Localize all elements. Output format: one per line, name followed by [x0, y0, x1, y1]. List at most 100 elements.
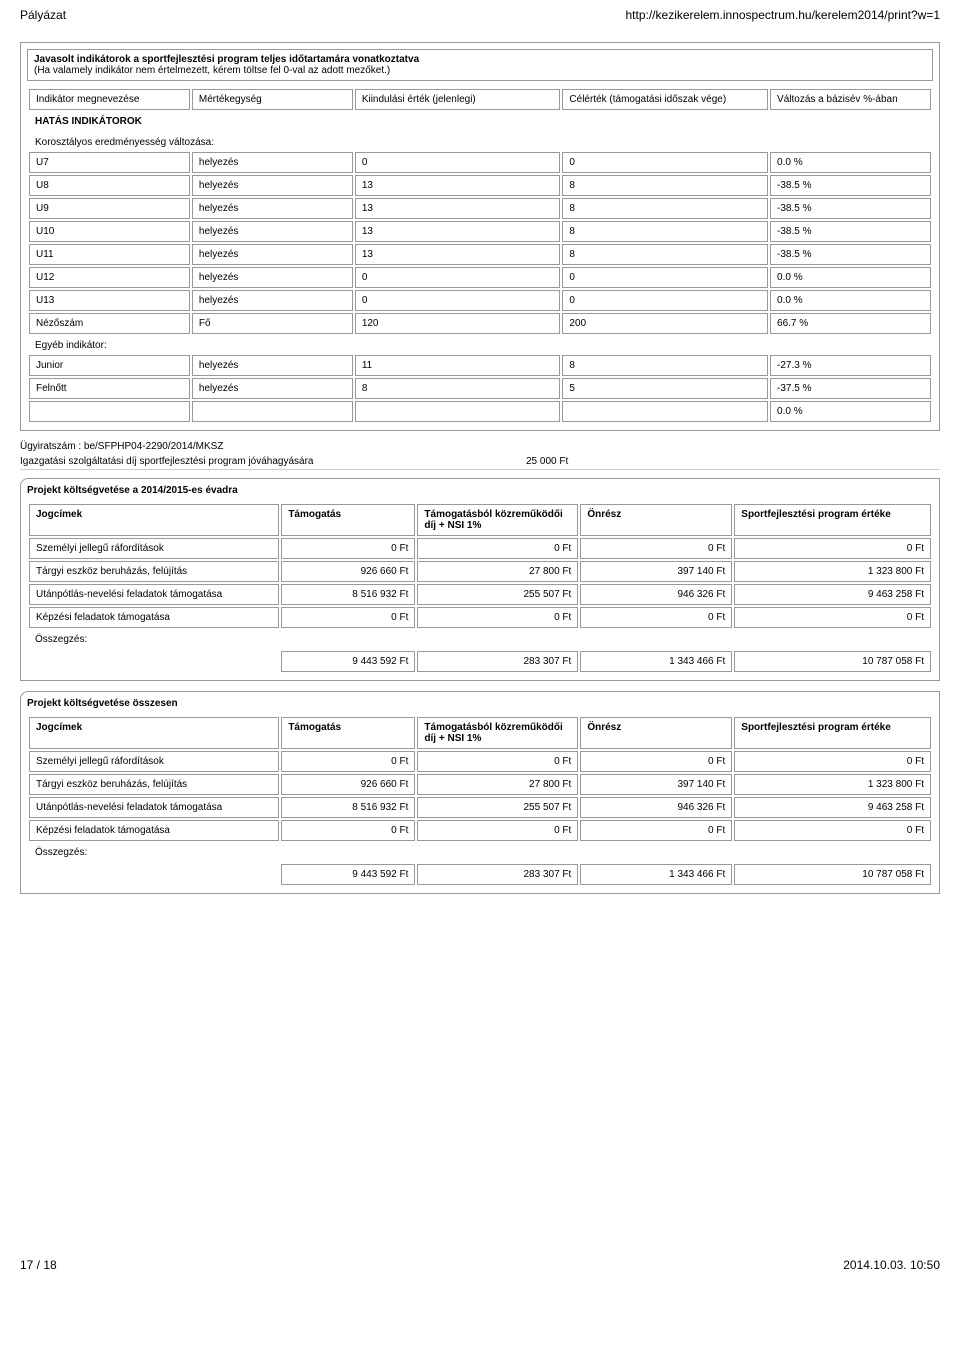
- footer-left: 17 / 18: [20, 1258, 57, 1272]
- ind-pct: -38.5 %: [770, 175, 931, 196]
- sum-a: 9 443 592 Ft: [281, 651, 415, 672]
- indicator-row: U9helyezés138-38.5 %: [29, 198, 931, 219]
- bcol-c: Önrész: [580, 717, 732, 749]
- budget-c: 397 140 Ft: [580, 774, 732, 795]
- footer-right: 2014.10.03. 10:50: [843, 1258, 940, 1272]
- budget-c: 0 Ft: [580, 538, 732, 559]
- budget-row: Képzési feladatok támogatása0 Ft0 Ft0 Ft…: [29, 607, 931, 628]
- budget-label: Képzési feladatok támogatása: [29, 607, 279, 628]
- budget-c: 0 Ft: [580, 751, 732, 772]
- indicator-row: Juniorhelyezés118-27.3 %: [29, 355, 931, 376]
- ind-unit: helyezés: [192, 175, 353, 196]
- ind-unit: helyezés: [192, 267, 353, 288]
- budget-d: 1 323 800 Ft: [734, 561, 931, 582]
- ind-start: 13: [355, 221, 561, 242]
- budget-b: 0 Ft: [417, 538, 578, 559]
- ind-unit: helyezés: [192, 290, 353, 311]
- budget-row: Utánpótlás-nevelési feladatok támogatása…: [29, 797, 931, 818]
- ind-start: 0: [355, 152, 561, 173]
- ind-unit: [192, 401, 353, 422]
- budget-b: 27 800 Ft: [417, 774, 578, 795]
- ind-start: 0: [355, 290, 561, 311]
- budget-d: 0 Ft: [734, 607, 931, 628]
- budget-d: 1 323 800 Ft: [734, 774, 931, 795]
- budget-label: Személyi jellegű ráfordítások: [29, 538, 279, 559]
- ind-pct: 0.0 %: [770, 267, 931, 288]
- indicator-row: U13helyezés000.0 %: [29, 290, 931, 311]
- ugyiratszam: Ügyiratszám : be/SFPHP04-2290/2014/MKSZ: [20, 441, 940, 452]
- ind-target: 8: [562, 244, 768, 265]
- budget-b: 255 507 Ft: [417, 584, 578, 605]
- ind-target: 8: [562, 175, 768, 196]
- bcol-a: Támogatás: [281, 717, 415, 749]
- ind-name: [29, 401, 190, 422]
- ind-target: 5: [562, 378, 768, 399]
- ind-target: 0: [562, 152, 768, 173]
- ind-name: U10: [29, 221, 190, 242]
- budget-year-title: Projekt költségvetése a 2014/2015-es éva…: [27, 485, 933, 496]
- budget-year-table: Jogcímek Támogatás Támogatásból közreműk…: [27, 502, 933, 674]
- col-unit: Mértékegység: [192, 89, 353, 110]
- ind-start: 13: [355, 198, 561, 219]
- ind-start: 13: [355, 175, 561, 196]
- ind-target: 0: [562, 267, 768, 288]
- sum-b: 283 307 Ft: [417, 651, 578, 672]
- igazgatasi-label: Igazgatási szolgáltatási díj sportfejles…: [20, 456, 526, 467]
- col-pct: Változás a bázisév %-ában: [770, 89, 931, 110]
- budget-label: Tárgyi eszköz beruházás, felújítás: [29, 774, 279, 795]
- budget-row: Képzési feladatok támogatása0 Ft0 Ft0 Ft…: [29, 820, 931, 841]
- budget-b: 255 507 Ft: [417, 797, 578, 818]
- ind-unit: helyezés: [192, 244, 353, 265]
- budget-label: Tárgyi eszköz beruházás, felújítás: [29, 561, 279, 582]
- indicator-row: U10helyezés138-38.5 %: [29, 221, 931, 242]
- budget-d: 0 Ft: [734, 538, 931, 559]
- budget-total-sum-row: 9 443 592 Ft 283 307 Ft 1 343 466 Ft 10 …: [29, 864, 931, 885]
- indicator-title-text: Javasolt indikátorok a sportfejlesztési …: [34, 54, 419, 65]
- ind-unit: Fő: [192, 313, 353, 334]
- ind-unit: helyezés: [192, 378, 353, 399]
- sum-d: 10 787 058 Ft: [734, 651, 931, 672]
- igazgatasi-line: Igazgatási szolgáltatási díj sportfejles…: [20, 454, 940, 470]
- budget-row: Személyi jellegű ráfordítások0 Ft0 Ft0 F…: [29, 538, 931, 559]
- ind-pct: -38.5 %: [770, 244, 931, 265]
- budget-a: 926 660 Ft: [281, 561, 415, 582]
- budget-total-header: Jogcímek Támogatás Támogatásból közreműk…: [29, 717, 931, 749]
- budget-label: Utánpótlás-nevelési feladatok támogatása: [29, 584, 279, 605]
- ind-pct: 0.0 %: [770, 401, 931, 422]
- ind-start: 13: [355, 244, 561, 265]
- ind-pct: 0.0 %: [770, 152, 931, 173]
- ind-unit: helyezés: [192, 152, 353, 173]
- print-header: Pályázat http://kezikerelem.innospectrum…: [20, 8, 940, 22]
- indicator-row: 0.0 %: [29, 401, 931, 422]
- ind-pct: -38.5 %: [770, 221, 931, 242]
- budget-a: 0 Ft: [281, 607, 415, 628]
- ind-pct: 66.7 %: [770, 313, 931, 334]
- bcol-label: Jogcímek: [29, 504, 279, 536]
- bcol-d: Sportfejlesztési program értéke: [734, 717, 931, 749]
- ind-name: U9: [29, 198, 190, 219]
- budget-year-sum-row: 9 443 592 Ft 283 307 Ft 1 343 466 Ft 10 …: [29, 651, 931, 672]
- bcol-a: Támogatás: [281, 504, 415, 536]
- indicator-row: U7helyezés000.0 %: [29, 152, 931, 173]
- budget-total-title: Projekt költségvetése összesen: [27, 698, 933, 709]
- budget-year-sum-label: Összegzés:: [29, 630, 279, 649]
- budget-a: 926 660 Ft: [281, 774, 415, 795]
- ind-name: U13: [29, 290, 190, 311]
- ind-name: Junior: [29, 355, 190, 376]
- ind-name: U8: [29, 175, 190, 196]
- col-start: Kiindulási érték (jelenlegi): [355, 89, 561, 110]
- ind-target: 8: [562, 355, 768, 376]
- budget-a: 0 Ft: [281, 820, 415, 841]
- budget-c: 946 326 Ft: [580, 797, 732, 818]
- budget-d: 0 Ft: [734, 751, 931, 772]
- sum-b: 283 307 Ft: [417, 864, 578, 885]
- budget-row: Személyi jellegű ráfordítások0 Ft0 Ft0 F…: [29, 751, 931, 772]
- sum-c: 1 343 466 Ft: [580, 651, 732, 672]
- sum-c: 1 343 466 Ft: [580, 864, 732, 885]
- ind-name: U12: [29, 267, 190, 288]
- budget-d: 0 Ft: [734, 820, 931, 841]
- bcol-b: Támogatásból közreműködői díj + NSI 1%: [417, 504, 578, 536]
- indicator-header-row: Indikátor megnevezése Mértékegység Kiind…: [29, 89, 931, 110]
- indicator-row: U11helyezés138-38.5 %: [29, 244, 931, 265]
- indicator-row: U12helyezés000.0 %: [29, 267, 931, 288]
